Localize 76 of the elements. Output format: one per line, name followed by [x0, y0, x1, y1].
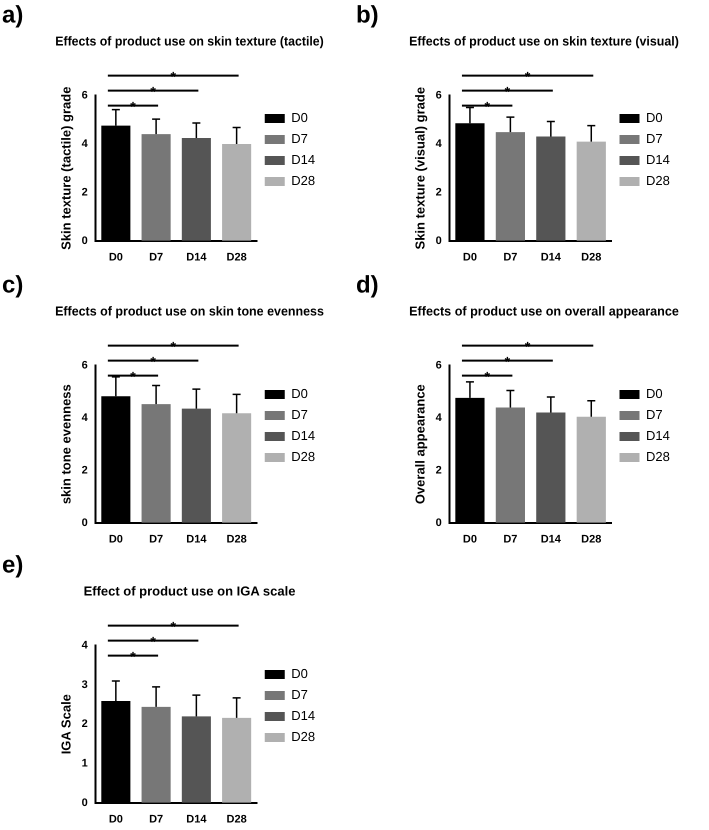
- legend-label: D14: [646, 152, 670, 168]
- legend-label: D7: [646, 131, 663, 146]
- y-tick-label: 0: [82, 796, 88, 809]
- chart-title: Effects of product use on skin tone evenness: [55, 303, 324, 318]
- x-tick-label: D14: [186, 251, 208, 264]
- y-axis-title: Skin texture (visual) grade: [412, 86, 428, 250]
- x-tick-label: D7: [503, 251, 518, 264]
- x-tick-label: D14: [540, 533, 562, 546]
- legend-label: D7: [646, 407, 663, 422]
- chart-title: Effects of product use on overall appearance: [409, 303, 679, 318]
- y-tick-label: 2: [436, 464, 442, 476]
- legend-label: D28: [291, 173, 316, 188]
- text: d): [356, 272, 379, 299]
- chart-title: Effects of product use on skin texture (tactile): [55, 34, 324, 48]
- legend-label: D0: [291, 666, 308, 682]
- legend-label: D14: [291, 708, 316, 724]
- x-tick-label: D0: [108, 533, 123, 546]
- y-tick-label: 0: [436, 234, 442, 247]
- y-tick-label: 0: [436, 516, 442, 529]
- text: b): [356, 2, 379, 29]
- legend-label: D0: [646, 110, 663, 126]
- legend-label: D7: [291, 687, 308, 702]
- legend-label: D7: [291, 407, 308, 422]
- legend-label: D0: [646, 386, 663, 402]
- y-axis-title: IGA Scale: [58, 694, 74, 754]
- x-tick-label: D28: [226, 533, 247, 546]
- legend-label: D28: [646, 449, 670, 464]
- legend-label: D7: [291, 131, 308, 146]
- y-axis-title: skin tone evenness: [58, 384, 74, 504]
- y-tick-label: 2: [82, 464, 88, 476]
- y-tick-label: 2: [82, 186, 88, 198]
- y-tick-label: 4: [82, 640, 89, 652]
- text: c): [2, 272, 24, 299]
- x-tick-label: D14: [540, 251, 562, 264]
- x-tick-label: D14: [186, 813, 208, 826]
- y-tick-label: 6: [82, 90, 88, 102]
- x-tick-label: D28: [226, 251, 247, 264]
- y-tick-label: 0: [82, 234, 88, 247]
- y-tick-label: 4: [82, 412, 89, 424]
- x-tick-label: D28: [581, 251, 602, 264]
- y-tick-label: 6: [82, 360, 88, 372]
- y-tick-label: 2: [82, 718, 88, 730]
- x-tick-label: D7: [149, 251, 164, 264]
- text: e): [2, 552, 24, 579]
- y-axis-title: Skin texture (tactile) grade: [58, 86, 74, 250]
- legend-label: D14: [291, 428, 316, 444]
- y-tick-label: 6: [436, 90, 442, 102]
- y-tick-label: 6: [436, 360, 442, 372]
- x-tick-label: D0: [108, 251, 123, 264]
- x-tick-label: D7: [149, 533, 164, 546]
- x-tick-label: D7: [503, 533, 518, 546]
- x-tick-label: D0: [108, 813, 123, 826]
- x-tick-label: D7: [149, 813, 164, 826]
- chart-title: Effect of product use on IGA scale: [84, 583, 296, 598]
- y-axis-title: Overall appearance: [412, 384, 428, 504]
- y-tick-label: 0: [82, 516, 88, 529]
- x-tick-label: D0: [462, 533, 477, 546]
- y-tick-label: 2: [436, 186, 442, 198]
- y-tick-label: 4: [436, 138, 443, 150]
- legend-label: D0: [291, 386, 308, 402]
- x-tick-label: D28: [226, 813, 247, 826]
- x-tick-label: D0: [462, 251, 477, 264]
- y-tick-label: 4: [82, 138, 89, 150]
- legend-label: D0: [291, 110, 308, 126]
- legend-label: D28: [291, 729, 316, 744]
- x-tick-label: D28: [581, 533, 602, 546]
- text: a): [2, 2, 24, 29]
- legend-label: D14: [646, 428, 670, 444]
- y-tick-label: 4: [436, 412, 443, 424]
- legend-label: D28: [646, 173, 670, 188]
- x-tick-label: D14: [186, 533, 208, 546]
- y-tick-label: 3: [82, 678, 88, 691]
- y-tick-label: 1: [82, 758, 88, 770]
- legend-label: D14: [291, 152, 316, 168]
- chart-title: Effects of product use on skin texture (visual): [409, 33, 679, 48]
- legend-label: D28: [291, 449, 316, 464]
